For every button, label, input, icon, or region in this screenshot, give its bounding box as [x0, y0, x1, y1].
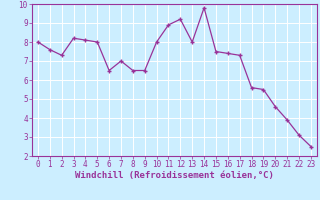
X-axis label: Windchill (Refroidissement éolien,°C): Windchill (Refroidissement éolien,°C): [75, 171, 274, 180]
